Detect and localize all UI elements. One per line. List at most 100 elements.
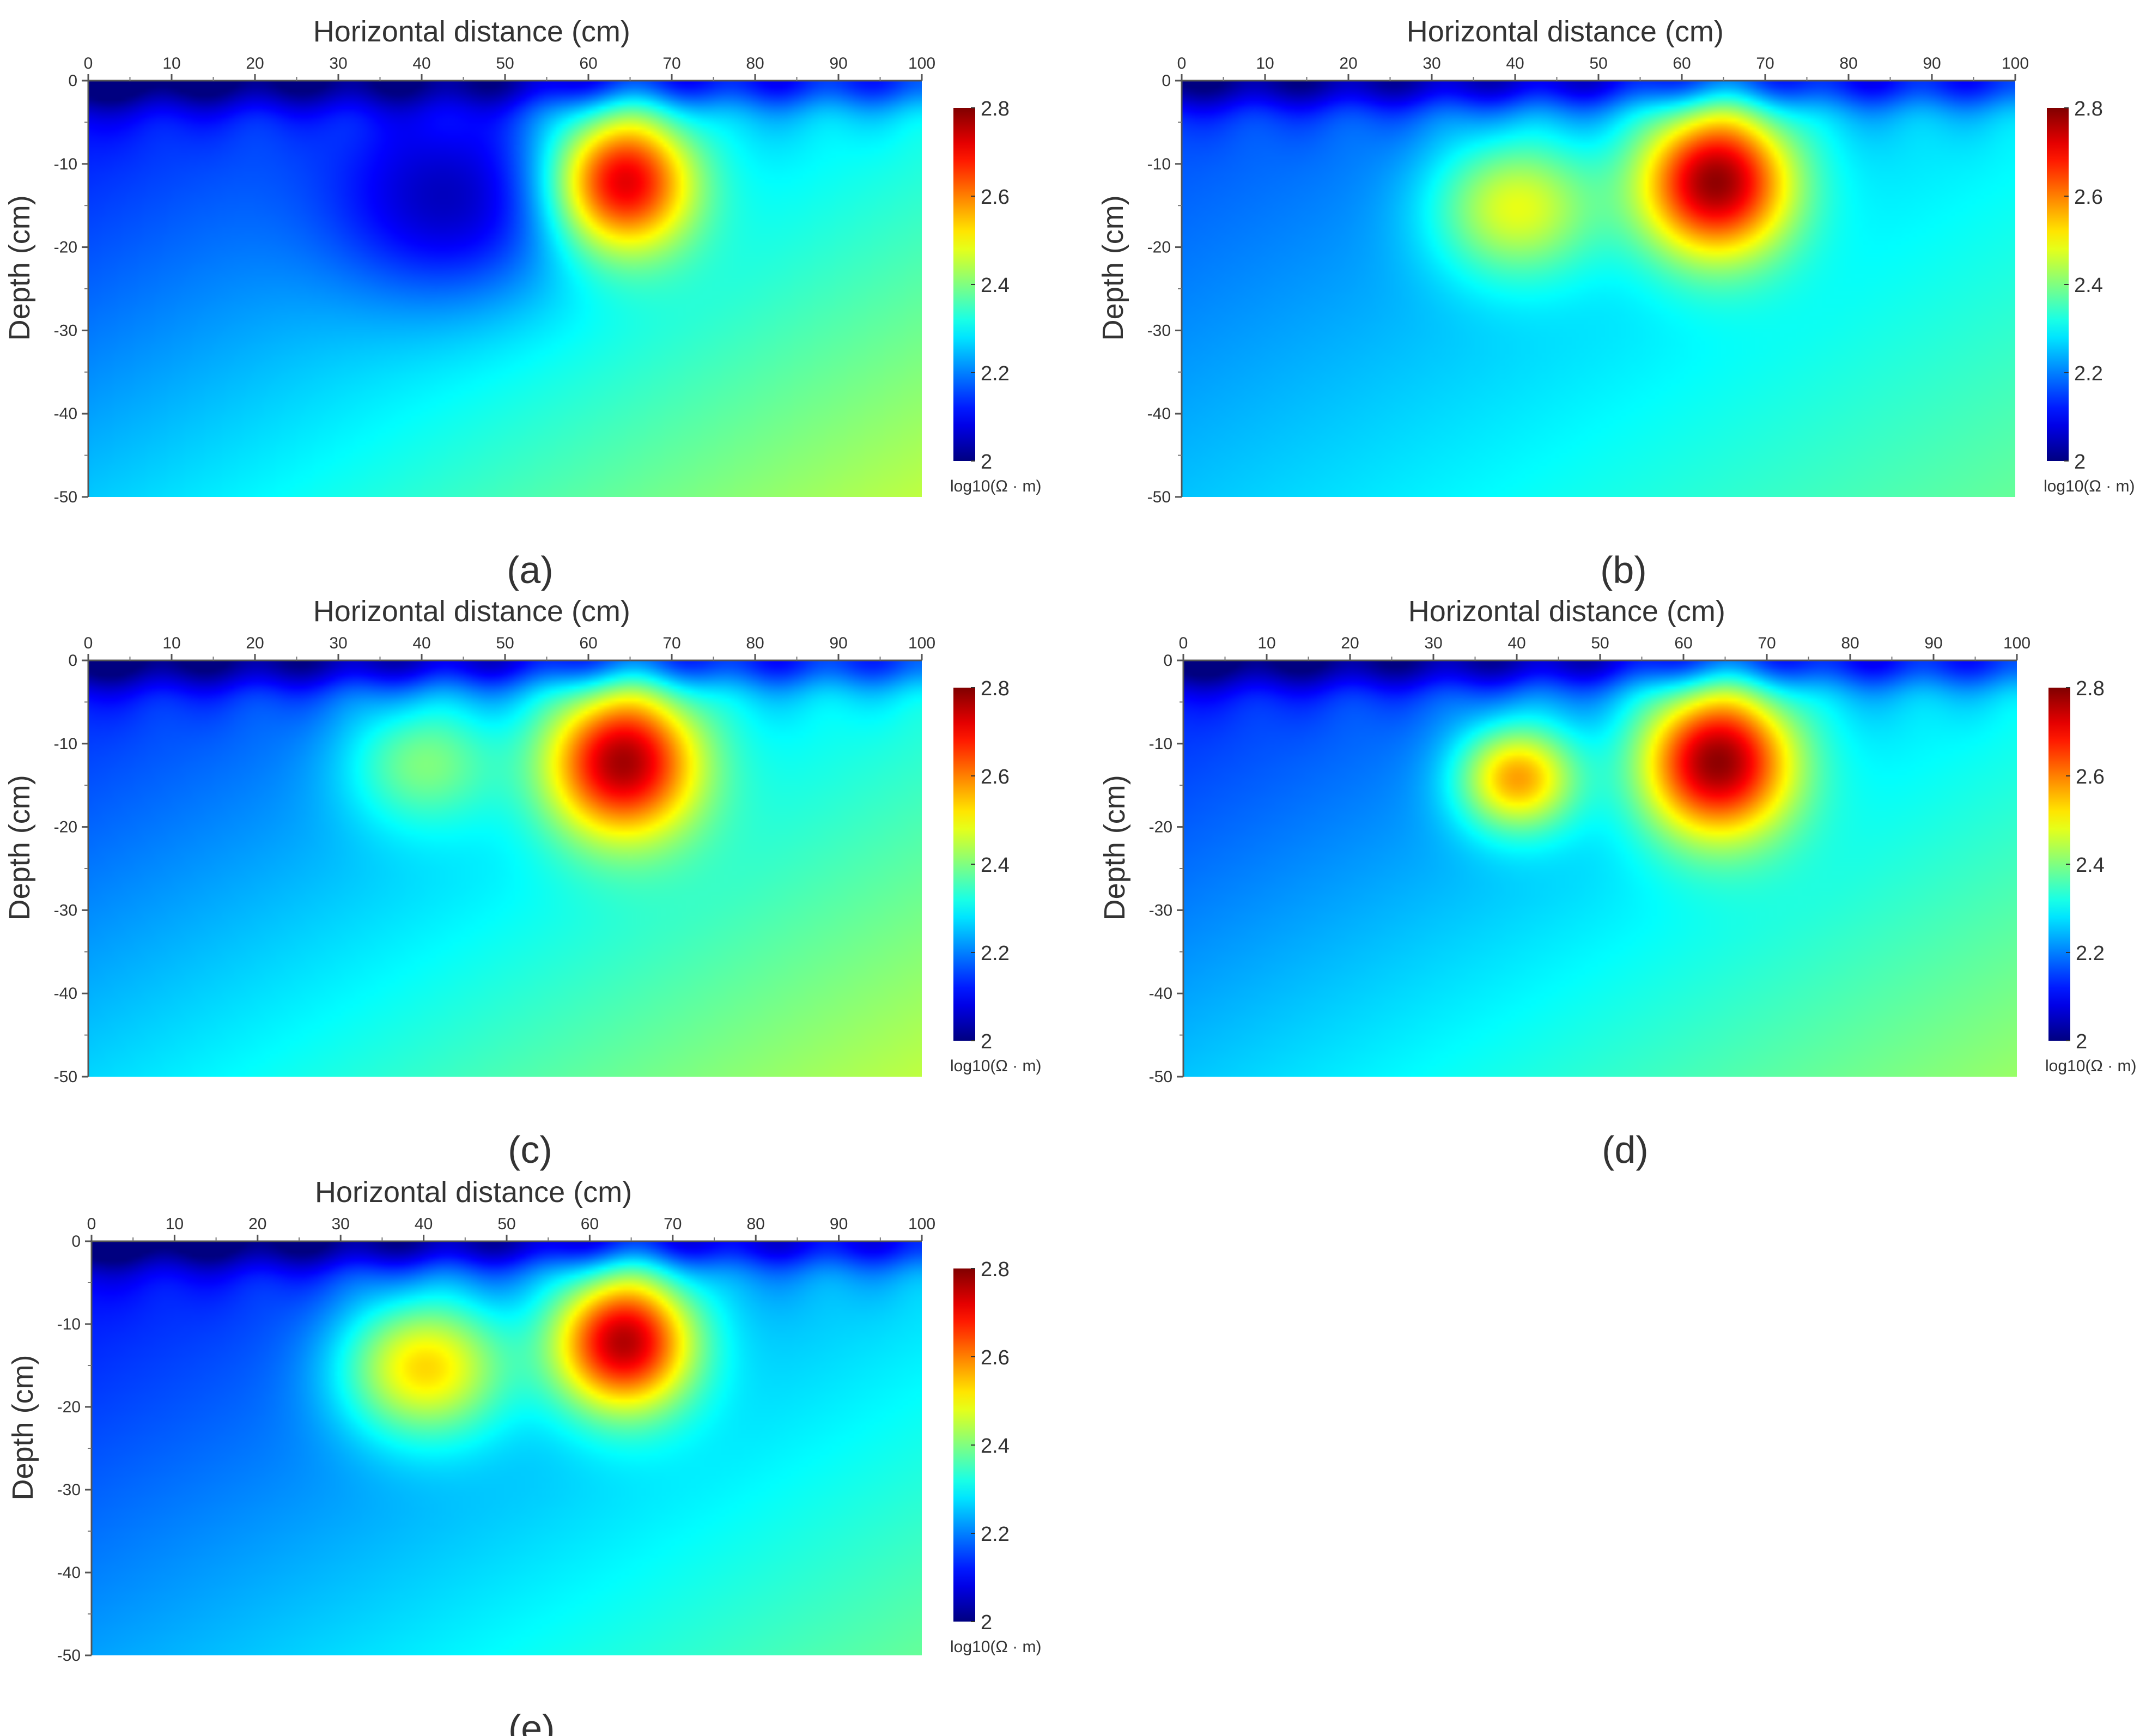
x-tick-label: 70 xyxy=(662,54,680,72)
x-tick-label: 60 xyxy=(579,634,597,652)
x-tick-label: 50 xyxy=(496,54,514,72)
x-tick-label: 60 xyxy=(579,54,597,72)
y-tick-label: -10 xyxy=(54,155,77,173)
heatmap-raster xyxy=(88,660,922,1077)
x-tick-label: 10 xyxy=(162,634,180,652)
x-tick-label: 20 xyxy=(246,634,264,652)
y-tick-label: -40 xyxy=(1147,405,1171,423)
y-tick-label: -10 xyxy=(54,735,77,753)
y-axis-label: Depth (cm) xyxy=(3,195,36,341)
colorbar-tick-label: 2.2 xyxy=(981,362,1010,385)
colorbar-tick-label: 2.2 xyxy=(2076,942,2105,965)
x-tick-label: 60 xyxy=(581,1215,599,1233)
x-tick-label: 50 xyxy=(1591,634,1609,652)
y-tick-label: -40 xyxy=(54,405,77,423)
x-tick-label: 70 xyxy=(1758,634,1776,652)
x-tick-label: 80 xyxy=(1841,634,1859,652)
x-tick-label: 20 xyxy=(1341,634,1359,652)
y-tick-label: -30 xyxy=(54,901,77,919)
heatmap-raster xyxy=(1182,81,2015,497)
colorbar-unit-label: log10(Ω · m) xyxy=(950,1057,1041,1075)
x-tick-label: 60 xyxy=(1674,634,1692,652)
y-tick-label: -30 xyxy=(57,1481,81,1499)
y-tick-label: -10 xyxy=(1149,735,1172,753)
x-tick-label: 40 xyxy=(415,1215,433,1233)
y-tick-label: -20 xyxy=(54,239,77,257)
x-tick-label: 90 xyxy=(829,634,847,652)
colorbar-unit-label: log10(Ω · m) xyxy=(2045,1057,2136,1075)
x-tick-label: 80 xyxy=(747,1215,765,1233)
colorbar-tick-label: 2.2 xyxy=(981,1523,1010,1546)
x-tick-label: 60 xyxy=(1673,54,1691,72)
x-tick-label: 0 xyxy=(1179,634,1188,652)
y-axis-label: Depth (cm) xyxy=(1098,775,1131,920)
colorbar-tick-label: 2.2 xyxy=(2074,362,2103,385)
colorbar-tick-label: 2 xyxy=(2076,1030,2087,1053)
x-tick-label: 80 xyxy=(746,54,764,72)
x-axis-label: Horizontal distance (cm) xyxy=(1408,595,1725,628)
x-tick-label: 80 xyxy=(746,634,764,652)
y-tick-label: 0 xyxy=(1162,72,1171,90)
y-tick-label: -40 xyxy=(54,985,77,1003)
x-tick-label: 20 xyxy=(248,1215,266,1233)
y-tick-label: -30 xyxy=(54,321,77,339)
colorbar-tick-label: 2.6 xyxy=(981,766,1010,788)
colorbar-tick-label: 2.6 xyxy=(981,186,1010,209)
y-axis-label: Depth (cm) xyxy=(7,1355,39,1500)
x-tick-label: 50 xyxy=(1589,54,1607,72)
y-tick-label: -20 xyxy=(1147,239,1171,257)
x-tick-label: 30 xyxy=(1424,634,1442,652)
colorbar-tick-label: 2.8 xyxy=(981,98,1010,120)
colorbar-tick-label: 2.4 xyxy=(981,854,1010,877)
colorbar-tick-label: 2.4 xyxy=(2074,274,2103,297)
y-tick-label: -50 xyxy=(54,1068,77,1086)
colorbar-unit-label: log10(Ω · m) xyxy=(950,1638,1041,1656)
x-tick-label: 30 xyxy=(329,54,347,72)
heatmap-raster xyxy=(88,81,922,497)
x-tick-label: 30 xyxy=(1422,54,1440,72)
colorbar-tick-label: 2 xyxy=(981,451,992,474)
colorbar-tick-label: 2 xyxy=(981,1030,992,1053)
x-tick-label: 100 xyxy=(908,634,935,652)
chart-panel-b: 0 10 20 30 40 50 60 70 80 90 100 0 -10 -20 -30 -40 -50 Ho… xyxy=(1097,15,2135,591)
x-tick-label: 30 xyxy=(329,634,347,652)
y-tick-label: -20 xyxy=(54,818,77,836)
y-axis-label: Depth (cm) xyxy=(3,775,36,920)
colorbar-tick-label: 2 xyxy=(981,1611,992,1634)
colorbar-unit-label: log10(Ω · m) xyxy=(950,477,1041,495)
x-tick-label: 20 xyxy=(1339,54,1357,72)
x-tick-label: 40 xyxy=(412,54,430,72)
x-tick-label: 90 xyxy=(1924,634,1942,652)
x-tick-label: 90 xyxy=(1923,54,1941,72)
chart-panel-a: 0 10 20 30 40 50 60 70 80 90 100 0 -10 -20 -30 -40 -50 Ho… xyxy=(3,15,1041,591)
x-tick-label: 90 xyxy=(830,1215,848,1233)
y-tick-label: 0 xyxy=(68,72,77,90)
x-tick-label: 20 xyxy=(246,54,264,72)
colorbar-tick-label: 2.4 xyxy=(981,1435,1010,1458)
x-tick-label: 10 xyxy=(166,1215,184,1233)
y-tick-label: -50 xyxy=(1149,1068,1172,1086)
x-tick-label: 10 xyxy=(1256,54,1274,72)
panel-label: (e) xyxy=(508,1707,555,1736)
y-tick-label: 0 xyxy=(68,652,77,670)
x-tick-label: 80 xyxy=(1839,54,1857,72)
x-tick-label: 0 xyxy=(84,54,93,72)
y-tick-label: -50 xyxy=(54,488,77,506)
heatmap-raster xyxy=(92,1241,922,1655)
y-tick-label: -40 xyxy=(1149,985,1172,1003)
heatmap-raster xyxy=(1183,660,2017,1077)
x-tick-label: 70 xyxy=(664,1215,682,1233)
x-tick-label: 40 xyxy=(1507,634,1525,652)
colorbar-tick-label: 2 xyxy=(2074,451,2086,474)
y-tick-label: -30 xyxy=(1147,321,1171,339)
y-tick-label: -40 xyxy=(57,1564,81,1582)
colorbar-tick-label: 2.8 xyxy=(981,677,1010,700)
chart-panel-d: 0 10 20 30 40 50 60 70 80 90 100 0 -10 -20 -30 -40 -50 Ho… xyxy=(1098,595,2136,1171)
y-tick-label: -10 xyxy=(1147,155,1171,173)
colorbar-tick-label: 2.6 xyxy=(2076,766,2105,788)
x-tick-label: 70 xyxy=(662,634,680,652)
x-tick-label: 0 xyxy=(1177,54,1187,72)
chart-panel-e: 0 10 20 30 40 50 60 70 80 90 100 0 -10 -20 -30 -40 -50 Ho… xyxy=(7,1176,1041,1736)
colorbar-tick-label: 2.8 xyxy=(2076,677,2105,700)
